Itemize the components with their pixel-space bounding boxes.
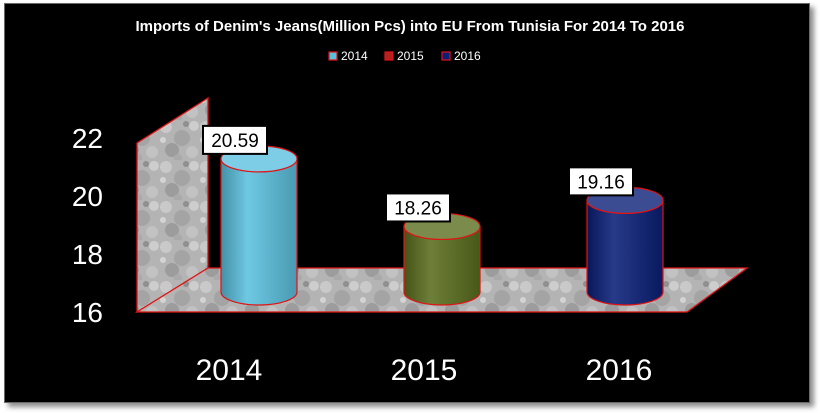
x-axis: 2014 2015 2016 <box>196 354 653 387</box>
data-label: 19.16 <box>568 166 634 197</box>
plot-area <box>220 145 664 306</box>
data-label: 18.26 <box>385 192 451 223</box>
y-tick-label: 16 <box>72 297 103 328</box>
chart-title: Imports of Denim's Jeans(Million Pcs) in… <box>136 18 685 35</box>
y-tick-label: 22 <box>72 123 103 154</box>
data-label-box <box>385 192 451 223</box>
data-label-text: 18.26 <box>394 198 442 219</box>
cylinder-body <box>586 200 664 306</box>
bar-2015[interactable] <box>403 212 481 306</box>
data-label-box <box>202 124 268 155</box>
legend-swatch <box>328 51 338 61</box>
cylinder-body <box>220 158 298 306</box>
legend-swatch <box>384 51 394 61</box>
data-labels: 20.59 18.26 19.16 <box>202 124 634 223</box>
legend-label: 2016 <box>454 49 481 63</box>
x-tick-label: 2014 <box>196 354 263 387</box>
data-label-box <box>568 166 634 197</box>
x-tick-label: 2016 <box>586 354 653 387</box>
legend-item[interactable]: 2015 <box>384 49 424 63</box>
legend-label: 2014 <box>341 49 368 63</box>
data-label-text: 19.16 <box>577 172 625 193</box>
y-tick-label: 18 <box>72 239 103 270</box>
legend-label: 2015 <box>397 49 424 63</box>
data-label-text: 20.59 <box>211 131 259 152</box>
x-tick-label: 2015 <box>391 354 458 387</box>
legend-swatch <box>441 51 451 61</box>
legend-item[interactable]: 2016 <box>441 49 481 63</box>
legend: 2014 2015 2016 <box>328 49 481 63</box>
y-tick-label: 20 <box>72 181 103 212</box>
data-label: 20.59 <box>202 124 268 155</box>
bar-2016[interactable] <box>586 186 664 306</box>
legend-item[interactable]: 2014 <box>328 49 368 63</box>
bar-2014[interactable] <box>220 145 298 306</box>
y-axis: 16 18 20 22 <box>72 123 103 328</box>
